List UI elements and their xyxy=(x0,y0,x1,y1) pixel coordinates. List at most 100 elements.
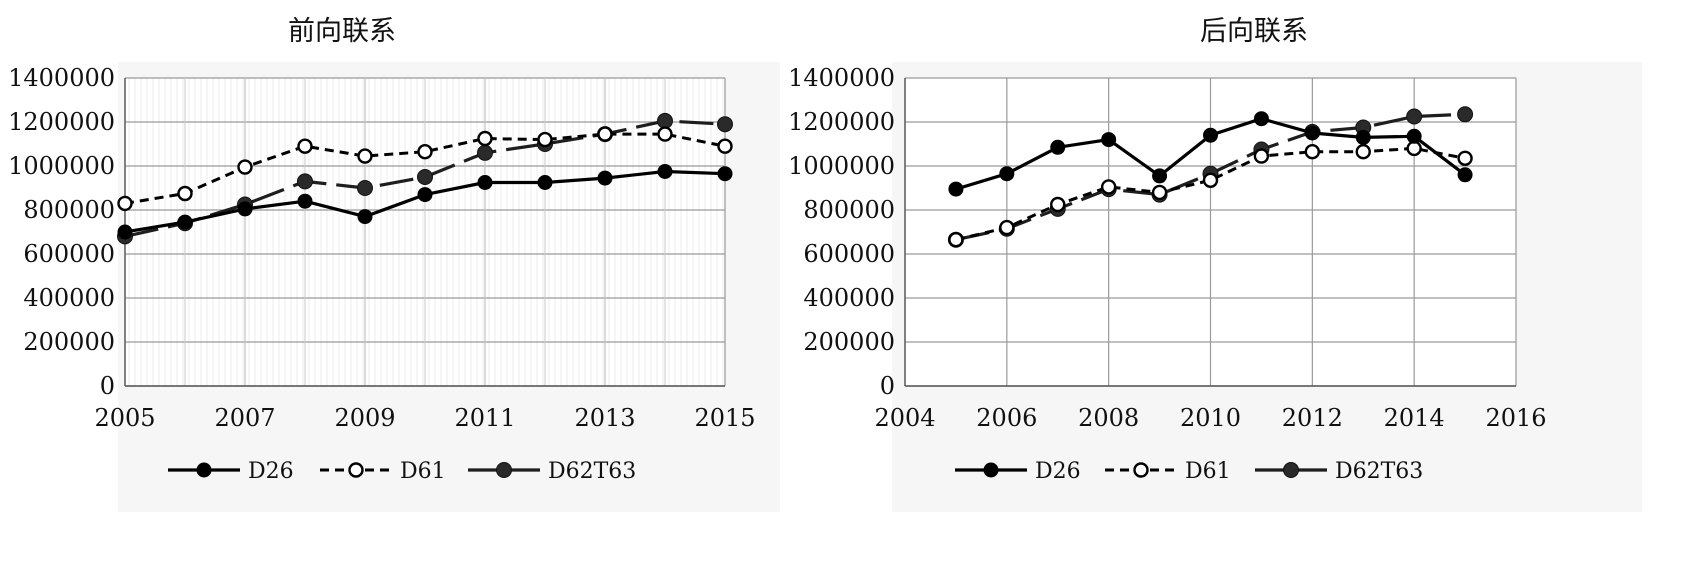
x-tick-label: 2007 xyxy=(214,404,275,432)
x-tick-label: 2013 xyxy=(574,404,635,432)
y-tick-label: 1200000 xyxy=(788,108,895,136)
y-tick-label: 400000 xyxy=(23,284,115,312)
x-tick-label: 2004 xyxy=(874,404,935,432)
data-point xyxy=(477,175,493,190)
y-tick-label: 1400000 xyxy=(8,64,115,92)
y-tick-label: 1000000 xyxy=(8,152,115,180)
data-point xyxy=(297,173,313,190)
legend-label: D62T63 xyxy=(1335,459,1423,484)
data-point xyxy=(237,201,253,217)
legend-item-d61: D61 xyxy=(320,459,446,484)
data-point xyxy=(357,180,373,196)
legend-item-d62t63: D62T63 xyxy=(1255,459,1423,484)
data-point xyxy=(417,169,433,185)
data-point xyxy=(717,166,733,182)
data-point xyxy=(297,193,313,209)
y-tick-label: 400000 xyxy=(803,284,895,312)
y-tick-label: 800000 xyxy=(23,196,115,224)
data-point xyxy=(1457,167,1473,183)
data-point xyxy=(177,185,193,202)
series-line xyxy=(124,132,726,205)
y-tick-label: 200000 xyxy=(23,328,115,356)
data-point xyxy=(117,224,133,240)
data-point xyxy=(597,170,613,186)
legend-label: D26 xyxy=(248,459,294,484)
data-point xyxy=(1406,108,1423,125)
legend-swatch-marker xyxy=(983,462,999,478)
data-point xyxy=(1203,127,1218,143)
data-point xyxy=(597,126,613,142)
data-point xyxy=(297,138,313,154)
data-point xyxy=(1253,148,1270,164)
panel-backward-linkage: 后向联系 0 200000 400000 600000 800000 1000000 120… xyxy=(788,16,1642,512)
chart-title: 后向联系 xyxy=(1200,16,1308,47)
data-point xyxy=(1253,111,1269,127)
chart-title: 前向联系 xyxy=(288,16,396,47)
x-tick-label: 2009 xyxy=(334,404,395,432)
legend-item-d62t63: D62T63 xyxy=(468,459,636,484)
x-tick-label: 2006 xyxy=(976,404,1037,432)
series-d26 xyxy=(117,164,733,240)
legend-item-d26: D26 xyxy=(168,459,294,484)
data-point xyxy=(1050,139,1066,155)
y-tick-label: 0 xyxy=(100,372,115,400)
x-tick-label: 2012 xyxy=(1282,404,1343,432)
data-point xyxy=(1304,143,1321,160)
data-point xyxy=(657,164,673,179)
data-point xyxy=(1304,125,1320,141)
data-point xyxy=(1406,140,1422,157)
data-point xyxy=(1355,129,1371,145)
legend-swatch-marker xyxy=(1283,462,1299,478)
data-point xyxy=(1152,168,1168,184)
x-tick-label: 2015 xyxy=(694,404,755,432)
data-point xyxy=(717,116,733,133)
panel-forward-linkage: 前向联系 0 200000 400000 600000 800000 1000000 120… xyxy=(8,16,780,512)
data-point xyxy=(999,219,1015,236)
legend-label: D62T63 xyxy=(548,459,636,484)
x-tick-label: 2014 xyxy=(1384,404,1445,432)
y-tick-label: 600000 xyxy=(803,240,895,268)
data-point xyxy=(1151,184,1168,201)
series-line xyxy=(955,146,1466,242)
x-tick-label: 2008 xyxy=(1078,404,1139,432)
y-tick-label: 600000 xyxy=(23,240,115,268)
legend-label: D61 xyxy=(400,459,446,484)
y-tick-label: 1200000 xyxy=(8,108,115,136)
data-point xyxy=(477,144,493,161)
y-tick-label: 200000 xyxy=(803,328,895,356)
data-point xyxy=(1457,106,1474,123)
x-tick-label: 2010 xyxy=(1180,404,1241,432)
data-point xyxy=(1100,179,1117,195)
data-point xyxy=(1406,128,1422,144)
legend-swatch-marker xyxy=(496,462,512,478)
data-point xyxy=(537,175,553,190)
data-point xyxy=(237,159,253,175)
data-point xyxy=(1457,150,1473,167)
y-tick-label: 1400000 xyxy=(788,64,895,92)
y-tick-label: 1000000 xyxy=(788,152,895,180)
data-point xyxy=(1101,132,1117,148)
legend-item-d26: D26 xyxy=(955,459,1081,484)
series-d61 xyxy=(117,126,733,212)
data-point xyxy=(1050,196,1066,213)
legend-swatch-marker xyxy=(196,462,212,478)
data-point xyxy=(948,231,964,248)
data-point xyxy=(117,195,133,212)
series-d61 xyxy=(948,140,1473,248)
legend-label: D26 xyxy=(1035,459,1081,484)
legend-item-d61: D61 xyxy=(1105,459,1231,484)
data-point xyxy=(417,143,433,160)
data-point xyxy=(948,181,964,197)
data-point xyxy=(657,126,673,142)
data-point xyxy=(417,187,433,203)
data-point xyxy=(357,209,373,225)
legend-swatch-marker xyxy=(1133,462,1149,478)
x-tick-label: 2005 xyxy=(94,404,155,432)
data-point xyxy=(357,148,373,164)
data-point xyxy=(657,112,673,129)
data-point xyxy=(477,130,493,147)
y-tick-label: 0 xyxy=(880,372,895,400)
legend-swatch-marker xyxy=(348,462,364,478)
